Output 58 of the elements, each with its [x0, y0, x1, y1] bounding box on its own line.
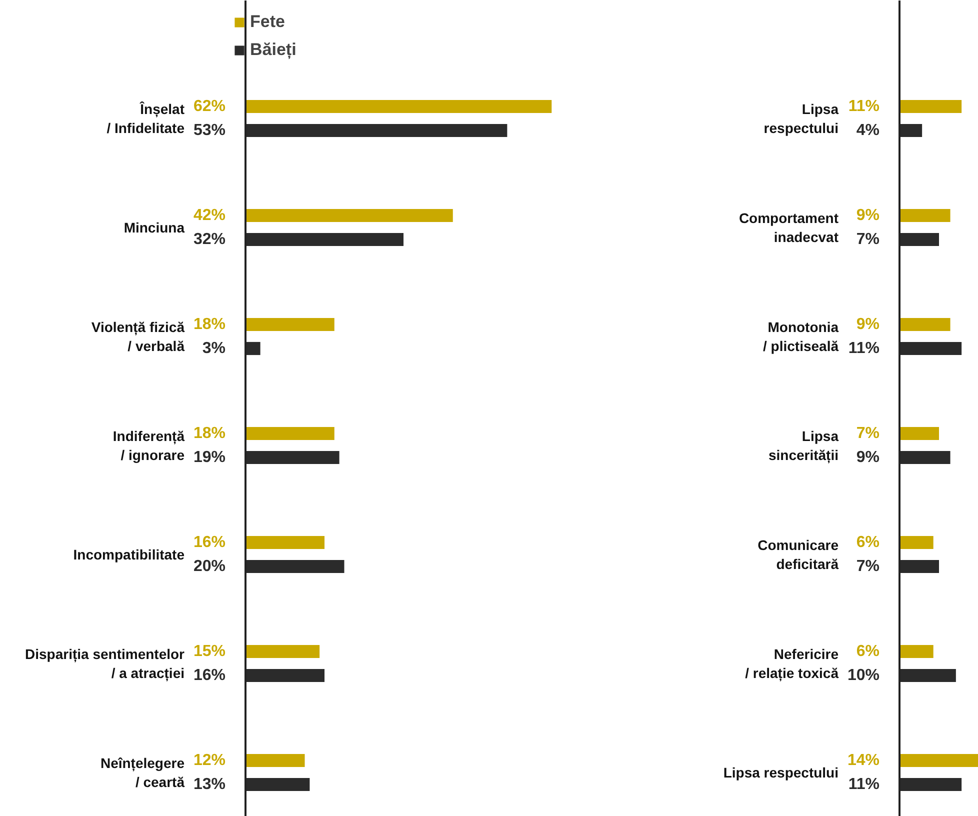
data-label: 19% [193, 448, 226, 466]
data-label: 11% [848, 98, 880, 116]
data-label: 14% [847, 752, 880, 770]
bar [900, 208, 950, 222]
data-label: 7% [856, 230, 880, 248]
data-label: 9% [856, 316, 880, 334]
bar [900, 536, 934, 550]
y-tick-label: Înșelat / Infidelitate [106, 100, 185, 136]
data-label: 16% [193, 534, 226, 552]
data-label: 3% [202, 340, 226, 357]
bar [246, 100, 552, 114]
data-label: 7% [856, 558, 880, 575]
data-label: 11% [848, 776, 880, 793]
y-tick-label: Minciuna [124, 220, 185, 236]
bar [246, 318, 334, 332]
data-label: 16% [193, 666, 226, 684]
y-tick-label: Dispariția sentimentelor / a atracției [25, 646, 186, 682]
bar [900, 754, 978, 768]
bar [900, 100, 962, 114]
data-label: 18% [193, 316, 226, 334]
y-tick-label: Comportament inadecvat [738, 210, 839, 246]
data-label: 42% [193, 207, 226, 224]
bar [246, 208, 453, 222]
data-label: 53% [193, 122, 226, 139]
y-tick-label: Neînțelegere / ceartă [100, 754, 185, 790]
data-label: 12% [193, 752, 226, 770]
y-tick-label: Lipsa sincerității [768, 428, 839, 464]
data-label: 10% [847, 666, 880, 684]
bar [246, 536, 324, 550]
y-tick-label: Nefericire / relație toxică [745, 646, 839, 682]
bar [246, 426, 334, 440]
y-tick-label: Lipsa respectului [764, 100, 839, 136]
bar [900, 318, 950, 332]
data-label: 62% [193, 98, 226, 116]
legend-label: Băieți [250, 40, 296, 60]
data-label: 6% [856, 643, 880, 660]
bar [900, 426, 939, 440]
y-tick-label: Comunicare deficitară [758, 536, 839, 572]
data-label: 11% [848, 340, 880, 357]
y-tick-label: Violență fizică / verbală [91, 318, 185, 354]
bar [900, 644, 934, 658]
legend-label: Fete [250, 12, 285, 32]
data-label: 9% [856, 448, 880, 466]
data-label: 18% [193, 425, 226, 442]
data-label: 15% [193, 643, 226, 660]
y-tick-label: Monotonia / plictiseală [763, 318, 839, 354]
data-label: 4% [856, 122, 880, 139]
bar [246, 644, 320, 658]
data-label: 6% [856, 534, 880, 552]
bar [246, 754, 305, 768]
data-label: 7% [856, 425, 880, 442]
y-tick-label: Indiferență / ignorare [112, 428, 185, 464]
data-label: 13% [193, 776, 226, 793]
y-tick-label: Incompatibilitate [73, 546, 185, 562]
data-label: 9% [856, 207, 880, 224]
data-label: 32% [193, 230, 226, 248]
y-tick-label: Lipsa respectului [723, 764, 839, 780]
data-label: 20% [193, 558, 226, 575]
